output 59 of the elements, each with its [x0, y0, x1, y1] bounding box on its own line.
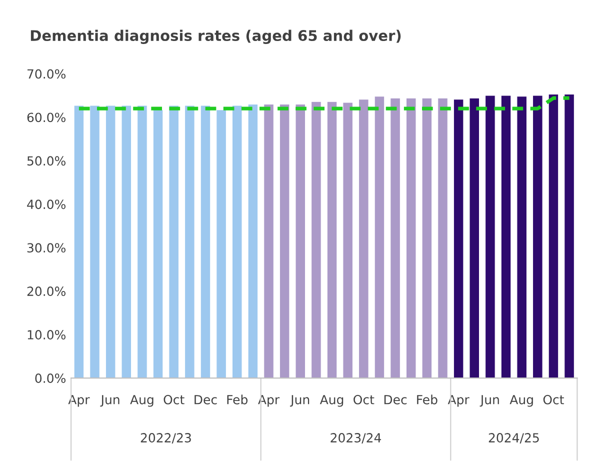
bar: [390, 98, 400, 378]
bar: [469, 98, 480, 378]
bar: [137, 105, 148, 378]
bar: [184, 105, 195, 378]
y-tick-label: 30.0%: [27, 243, 66, 253]
x-tick-label: Apr: [258, 395, 280, 407]
y-tick-label: 50.0%: [27, 156, 66, 166]
bar: [232, 105, 242, 378]
bar: [311, 101, 322, 378]
bar: [200, 105, 211, 378]
x-tick-label: Oct: [543, 394, 564, 404]
x-tick-label: Feb: [227, 394, 248, 404]
x-tick-label: Jun: [100, 395, 120, 407]
x-tick-label: Dec: [384, 395, 407, 404]
y-tick-label: 60.0%: [27, 112, 66, 122]
x-tick-label: Oct: [164, 394, 184, 404]
bar: [74, 105, 84, 378]
x-tick-label: Dec: [194, 395, 217, 404]
bar: [358, 99, 369, 378]
bar: [548, 94, 559, 378]
x-tick-label: Oct: [354, 394, 374, 404]
bar: [264, 104, 274, 378]
x-tick-label: Jun: [290, 395, 310, 407]
bar: [168, 105, 180, 378]
y-tick-label: 20.0%: [27, 286, 66, 296]
bar: [121, 105, 132, 378]
bar: [422, 98, 432, 378]
bar: [374, 96, 385, 378]
bar: [105, 105, 116, 378]
text: 2023/24: [330, 433, 382, 444]
bar: [248, 104, 258, 378]
x-tick-label: Aug: [510, 395, 533, 407]
x-tick-label: Aug: [320, 395, 344, 407]
y-tick-label: 10.0%: [28, 330, 66, 340]
bar: [485, 95, 496, 378]
bar: [453, 99, 464, 378]
bar: [532, 95, 543, 378]
y-tick-label: 0.0%: [35, 373, 66, 383]
bar: [500, 95, 512, 378]
bar: [438, 98, 448, 378]
bar: [279, 104, 290, 378]
bar: [216, 110, 226, 378]
bar: [406, 98, 416, 378]
x-tick-label: Aug: [130, 395, 154, 407]
bar: [152, 110, 164, 378]
text: 2022/23: [140, 433, 191, 444]
text: 2024/25: [488, 433, 539, 444]
x-tick-label: Feb: [417, 394, 438, 404]
chart-title: Dementia diagnosis rates (aged 65 and over): [30, 30, 401, 44]
x-tick-label: Apr: [448, 395, 470, 407]
x-tick-label: Jun: [480, 395, 499, 407]
bar: [516, 96, 528, 378]
y-tick-label: 40.0%: [27, 200, 66, 210]
bar: [342, 102, 354, 378]
bar: [326, 101, 338, 378]
bar: [90, 105, 100, 378]
y-tick-label: 70.0%: [27, 69, 66, 79]
bar: [295, 104, 306, 378]
bar: [564, 94, 574, 378]
